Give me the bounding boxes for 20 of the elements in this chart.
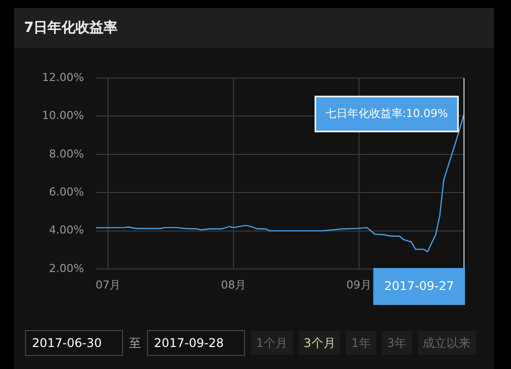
text: 1个月 (251, 331, 293, 355)
ref-line-label: 2017-09-27 (384, 279, 454, 294)
text: 3个月 (298, 331, 340, 355)
y-tick-label: 10.00% (42, 109, 84, 122)
x-tick-label: 08月 (220, 278, 246, 292)
y-tick-label: 8.00% (49, 147, 84, 160)
text: 成立以来 (418, 331, 476, 355)
y-tick-label: 2.00% (49, 262, 84, 275)
annotation: 七日年化收益率:10.09% (325, 106, 448, 120)
text: 3年 (382, 331, 412, 355)
y-tick-label: 4.00% (49, 224, 84, 237)
text: 至 (129, 334, 141, 352)
y-tick-label: 6.00% (49, 185, 84, 198)
text: 2017-06-30 (25, 330, 123, 356)
y-tick-label: 12.00% (42, 70, 84, 84)
chart-title: 7日年化收益率 (14, 8, 494, 48)
text: 1年 (346, 331, 376, 355)
text: 2017-09-28 (147, 330, 245, 356)
x-tick-label: 09月 (346, 278, 372, 292)
x-tick-label: 07月 (96, 278, 121, 292)
